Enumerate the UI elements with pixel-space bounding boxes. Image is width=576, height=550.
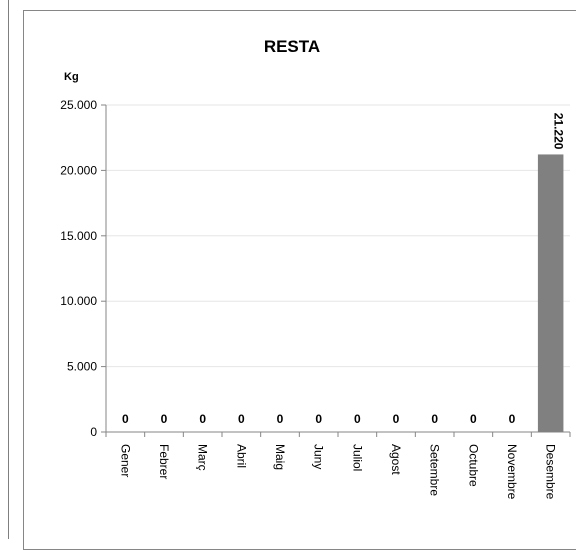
data-label: 0: [470, 412, 477, 426]
x-tick-label: Abril: [234, 444, 248, 468]
data-label: 0: [238, 412, 245, 426]
data-label: 0: [509, 412, 516, 426]
y-axis-unit-label: Kg: [64, 71, 79, 83]
data-labels: 0 0 0 0 0 0 0 0 0 0 0 21.220: [122, 113, 566, 426]
bars: [537, 154, 564, 433]
left-divider: [8, 0, 9, 539]
data-label: 0: [431, 412, 438, 426]
x-tick-label: Octubre: [466, 444, 480, 487]
x-tick-label: Setembre: [428, 444, 442, 496]
y-tick-label: 5.000: [67, 360, 97, 374]
data-label: 0: [161, 412, 168, 426]
y-tick-label: 10.000: [60, 294, 97, 308]
x-tick-label: Juliol: [350, 444, 364, 471]
y-tick-label: 25.000: [60, 98, 97, 112]
x-tick-label: Febrer: [157, 444, 171, 479]
x-tick-label: Novembre: [505, 444, 519, 500]
y-tick-label: 20.000: [60, 163, 97, 177]
gridlines: [106, 104, 570, 368]
y-tick-label: 0: [90, 425, 97, 439]
data-label: 0: [315, 412, 322, 426]
x-tick-labels: Gener Febrer Març Abril Maig Juny Juliol Agost S…: [118, 444, 557, 500]
data-label: 0: [277, 412, 284, 426]
x-tick-label: Març: [196, 444, 210, 471]
chart-title: RESTA: [264, 37, 320, 56]
chart-frame: [23, 10, 576, 550]
x-tick-label: Agost: [389, 444, 403, 475]
y-tick-label: 15.000: [60, 229, 97, 243]
y-tick-labels: 0 5.000 10.000 15.000 20.000 25.000: [60, 98, 97, 439]
bar: [537, 154, 564, 433]
data-label: 21.220: [552, 113, 566, 150]
data-label: 0: [354, 412, 361, 426]
axes: [101, 104, 571, 437]
x-tick-label: Gener: [118, 444, 132, 477]
x-tick-label: Juny: [312, 444, 326, 469]
data-label: 0: [122, 412, 129, 426]
data-label: 0: [393, 412, 400, 426]
x-tick-label: Desembre: [544, 444, 558, 500]
x-tick-label: Maig: [273, 444, 287, 470]
data-label: 0: [199, 412, 206, 426]
